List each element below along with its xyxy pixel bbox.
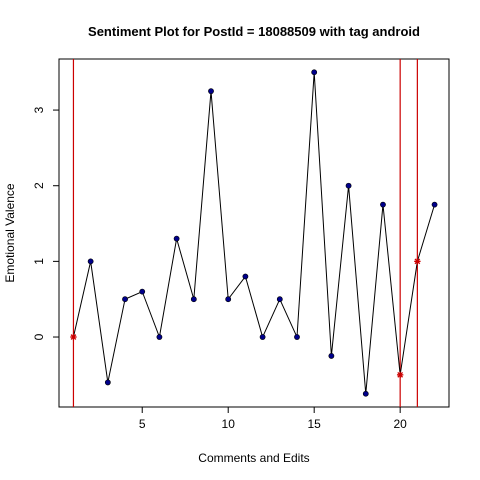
data-point <box>225 296 232 303</box>
data-point <box>380 201 386 208</box>
vertical-markers <box>72 59 418 407</box>
highlight-point <box>396 371 404 379</box>
plot-frame <box>58 58 450 408</box>
data-point <box>104 379 111 386</box>
x-tick-label: 5 <box>139 417 146 431</box>
data-point <box>431 201 438 208</box>
x-axis-label: Comments and Edits <box>198 451 309 465</box>
data-point <box>328 353 335 359</box>
y-axis-label: Emotional Valence <box>3 183 17 282</box>
series-line <box>72 72 436 394</box>
y-tick-label: 0 <box>32 333 46 340</box>
data-point <box>311 69 318 76</box>
y-tick-label: 3 <box>32 106 46 113</box>
data-point <box>362 390 369 397</box>
data-point <box>173 235 180 242</box>
x-axis: 5 10 15 20 <box>139 407 407 431</box>
y-tick-label: 2 <box>32 182 46 189</box>
data-point <box>208 88 214 95</box>
data-point <box>276 296 283 303</box>
data-point <box>294 334 300 340</box>
x-tick-label: 15 <box>308 417 322 431</box>
highlight-point <box>414 258 421 265</box>
data-point <box>122 296 128 303</box>
data-point <box>87 258 94 265</box>
data-points <box>70 69 438 397</box>
x-tick-label: 20 <box>393 417 407 431</box>
data-point <box>242 273 249 280</box>
data-point <box>345 182 352 189</box>
data-point <box>139 288 146 295</box>
y-tick-label: 1 <box>32 258 46 265</box>
x-tick-label: 10 <box>222 417 236 431</box>
data-point <box>156 334 163 340</box>
chart-title: Sentiment Plot for PostId = 18088509 wit… <box>88 24 420 39</box>
data-point <box>259 334 266 340</box>
data-point <box>190 296 197 303</box>
y-axis: 0 1 2 3 <box>32 106 59 340</box>
highlight-point <box>70 333 77 341</box>
